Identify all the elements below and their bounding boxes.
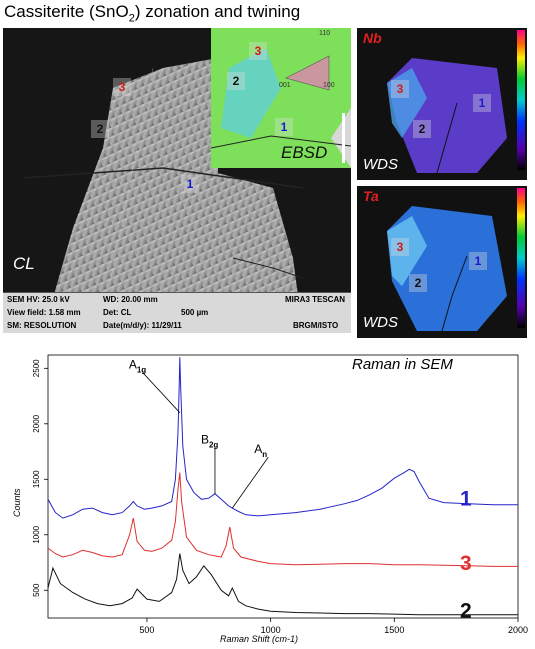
peak-label: B2g [201,433,218,450]
raman-chart: 500 1000 1500 2000 500 1000 1500 2000 2500 1 3 2 A… [12,354,528,644]
title-part-a: Cassiterite (SnO [4,2,129,21]
ta-marker-3: 3 [391,238,409,256]
nb-element-label: Nb [363,30,382,46]
peak-label: A1g [129,358,146,375]
nb-marker-1: 1 [473,94,491,112]
y-tick-label: 2500 [32,359,41,377]
ebsd-marker-3: 3 [249,42,267,60]
ta-marker-2: 2 [409,274,427,292]
nb-wds-label: WDS [363,156,398,173]
sem-date: Date(m/d/y): 11/29/11 [103,321,182,330]
x-tick-label: 500 [139,625,154,635]
ta-map [387,188,525,332]
cl-crystal-image [22,58,304,333]
title-part-b: ) zonation and twining [134,2,301,21]
x-axis-label: Raman Shift (cm-1) [220,634,298,644]
cl-marker-2: 2 [91,120,109,138]
ebsd-inset: 110 001 100 3 2 1 EBSD [210,28,351,168]
sem-hv: SEM HV: 25.0 kV [7,295,70,304]
ebsd-marker-1: 1 [275,118,293,136]
ebsd-legend-001: 001 [279,82,291,89]
ta-wds-panel: Ta 3 2 1 WDS [357,186,527,338]
peak-label: An [254,442,267,459]
cl-marker-3: 3 [113,78,131,96]
sem-brand: MIRA3 TESCAN [285,295,346,304]
title-subscript: 2 [128,12,135,25]
y-axis-label: Counts [12,488,22,517]
series-2-line [47,553,518,616]
nb-marker-2: 2 [413,120,431,138]
series-1-label: 1 [460,487,472,510]
nb-wds-panel: Nb 3 2 1 WDS [357,28,527,180]
cl-marker-1: 1 [181,175,199,193]
series-1-line [47,357,518,519]
sem-mode: SM: RESOLUTION [7,321,77,330]
ebsd-legend-100: 100 [323,82,335,89]
series-lines: 1 3 2 [47,357,518,623]
cl-label: CL [13,254,35,273]
sem-scale: 500 µm [181,308,209,317]
y-tick-label: 1000 [32,525,41,543]
peak-arrow [142,372,181,413]
ebsd-map [210,28,351,168]
sem-wd: WD: 20.00 mm [103,295,158,304]
figure-title: Cassiterite (SnO2) zonation and twining [4,2,300,24]
ta-wds-label: WDS [363,314,398,331]
ebsd-label: EBSD [281,143,328,162]
series-2-label: 2 [460,600,472,623]
x-tick-label: 1500 [384,625,404,635]
chart-title: Raman in SEM [352,356,453,373]
sem-info-bar: SEM HV: 25.0 kV WD: 20.00 mm MIRA3 TESCA… [3,292,351,333]
ebsd-marker-2: 2 [227,72,245,90]
y-tick-label: 500 [32,583,41,597]
peak-arrow [231,456,269,509]
peak-annotations: A1g B2g An [129,358,269,509]
ta-marker-1: 1 [469,252,487,270]
sem-view-field: View field: 1.58 mm [7,308,81,317]
y-tick-label: 1500 [32,470,41,488]
series-3-label: 3 [460,552,472,575]
x-tick-label: 1000 [261,625,281,635]
cl-image-panel: 3 2 1 110 001 100 3 2 1 EBSD CL SEM HV: … [3,28,351,333]
nb-map [387,30,525,174]
series-3-line [47,472,518,567]
ebsd-legend-110: 110 [319,30,331,37]
sem-detector: Det: CL [103,308,132,317]
axis-ticks: 500 1000 1500 2000 500 1000 1500 2000 2500 [32,359,528,635]
y-tick-label: 2000 [32,414,41,432]
plot-frame [47,354,519,619]
sem-lab: BRGM/ISTO [293,321,339,330]
nb-marker-3: 3 [391,80,409,98]
x-tick-label: 2000 [508,625,528,635]
ta-element-label: Ta [363,188,379,204]
